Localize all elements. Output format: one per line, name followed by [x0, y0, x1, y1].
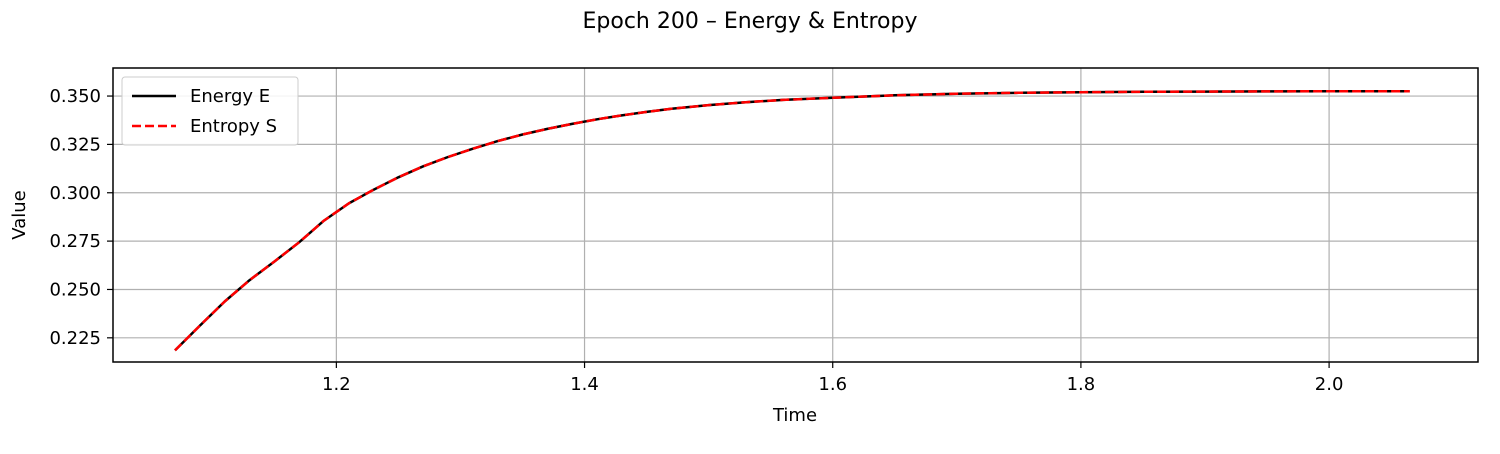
y-tick-label: 0.350 [49, 86, 101, 107]
series-line-entropy-s [174, 89, 1410, 352]
chart-title: Epoch 200 – Energy & Entropy [583, 9, 918, 34]
x-tick-label: 1.8 [1067, 374, 1096, 395]
legend-label-entropy: Entropy S [190, 116, 277, 137]
x-tick-label: 1.6 [818, 374, 847, 395]
series-lines [174, 89, 1410, 352]
x-tick-label: 1.2 [322, 374, 351, 395]
legend-box [121, 76, 299, 146]
x-tick-label: 1.4 [570, 374, 599, 395]
y-axis-ticks: 0.225 0.250 0.275 0.300 0.325 0.350 [49, 86, 113, 349]
x-axis-label: Time [772, 405, 817, 426]
grid-lines [113, 68, 1478, 362]
plot-frame [112, 67, 1479, 363]
y-tick-label: 0.325 [49, 134, 101, 155]
y-axis-label: Value [9, 190, 30, 239]
series-line-energy-e [174, 89, 1410, 352]
y-tick-label: 0.275 [49, 231, 101, 252]
y-tick-label: 0.250 [49, 279, 101, 300]
x-tick-label: 2.0 [1315, 374, 1344, 395]
legend-label-energy: Energy E [190, 86, 270, 107]
y-tick-label: 0.300 [49, 183, 101, 204]
y-tick-label: 0.225 [49, 328, 101, 349]
x-axis-ticks: 1.2 1.4 1.6 1.8 2.0 [322, 362, 1343, 395]
legend: Energy E Entropy S [121, 76, 299, 146]
